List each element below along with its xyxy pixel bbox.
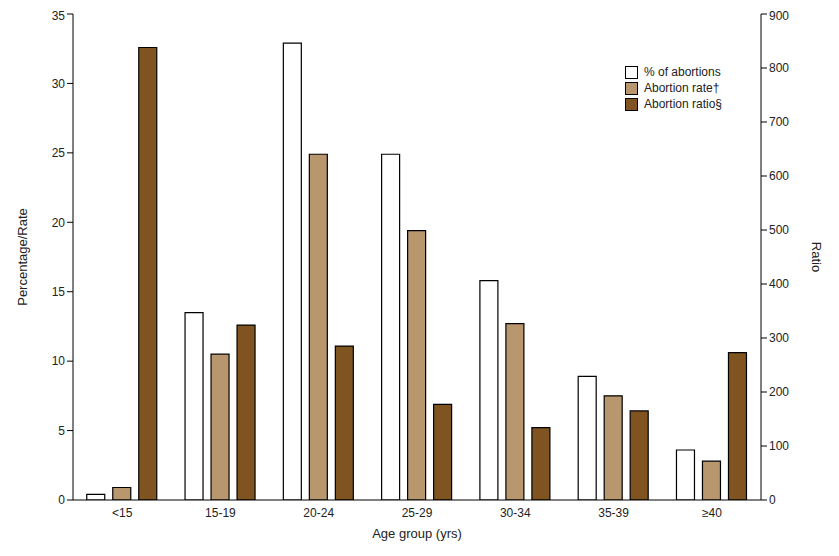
svg-text:<15: <15 [112, 506, 133, 520]
svg-text:35: 35 [52, 9, 66, 23]
svg-text:≥40: ≥40 [702, 506, 722, 520]
svg-text:Ratio: Ratio [809, 242, 824, 272]
svg-text:25-29: 25-29 [402, 506, 433, 520]
svg-text:500: 500 [769, 223, 789, 237]
svg-text:100: 100 [769, 439, 789, 453]
svg-text:30-34: 30-34 [500, 506, 531, 520]
svg-text:300: 300 [769, 331, 789, 345]
svg-text:200: 200 [769, 385, 789, 399]
svg-text:700: 700 [769, 115, 789, 129]
svg-text:0: 0 [58, 493, 65, 507]
svg-text:10: 10 [52, 354, 66, 368]
svg-text:15: 15 [52, 285, 66, 299]
svg-text:25: 25 [52, 146, 66, 160]
html-text:Abortion rate†: Abortion rate† [644, 81, 720, 95]
svg-text:35-39: 35-39 [598, 506, 629, 520]
svg-text:0: 0 [769, 493, 776, 507]
svg-text:900: 900 [769, 9, 789, 23]
svg-text:15-19: 15-19 [205, 506, 236, 520]
svg-text:800: 800 [769, 61, 789, 75]
svg-text:400: 400 [769, 277, 789, 291]
svg-text:Percentage/Rate: Percentage/Rate [15, 208, 30, 306]
svg-text:20: 20 [52, 216, 66, 230]
svg-text:20-24: 20-24 [303, 506, 334, 520]
html-text:Abortion ratio§: Abortion ratio§ [644, 97, 722, 111]
svg-text:600: 600 [769, 169, 789, 183]
svg-text:Age group (yrs): Age group (yrs) [372, 526, 462, 541]
svg-text:5: 5 [58, 424, 65, 438]
html-text:% of abortions: % of abortions [644, 65, 721, 79]
svg-text:30: 30 [52, 77, 66, 91]
